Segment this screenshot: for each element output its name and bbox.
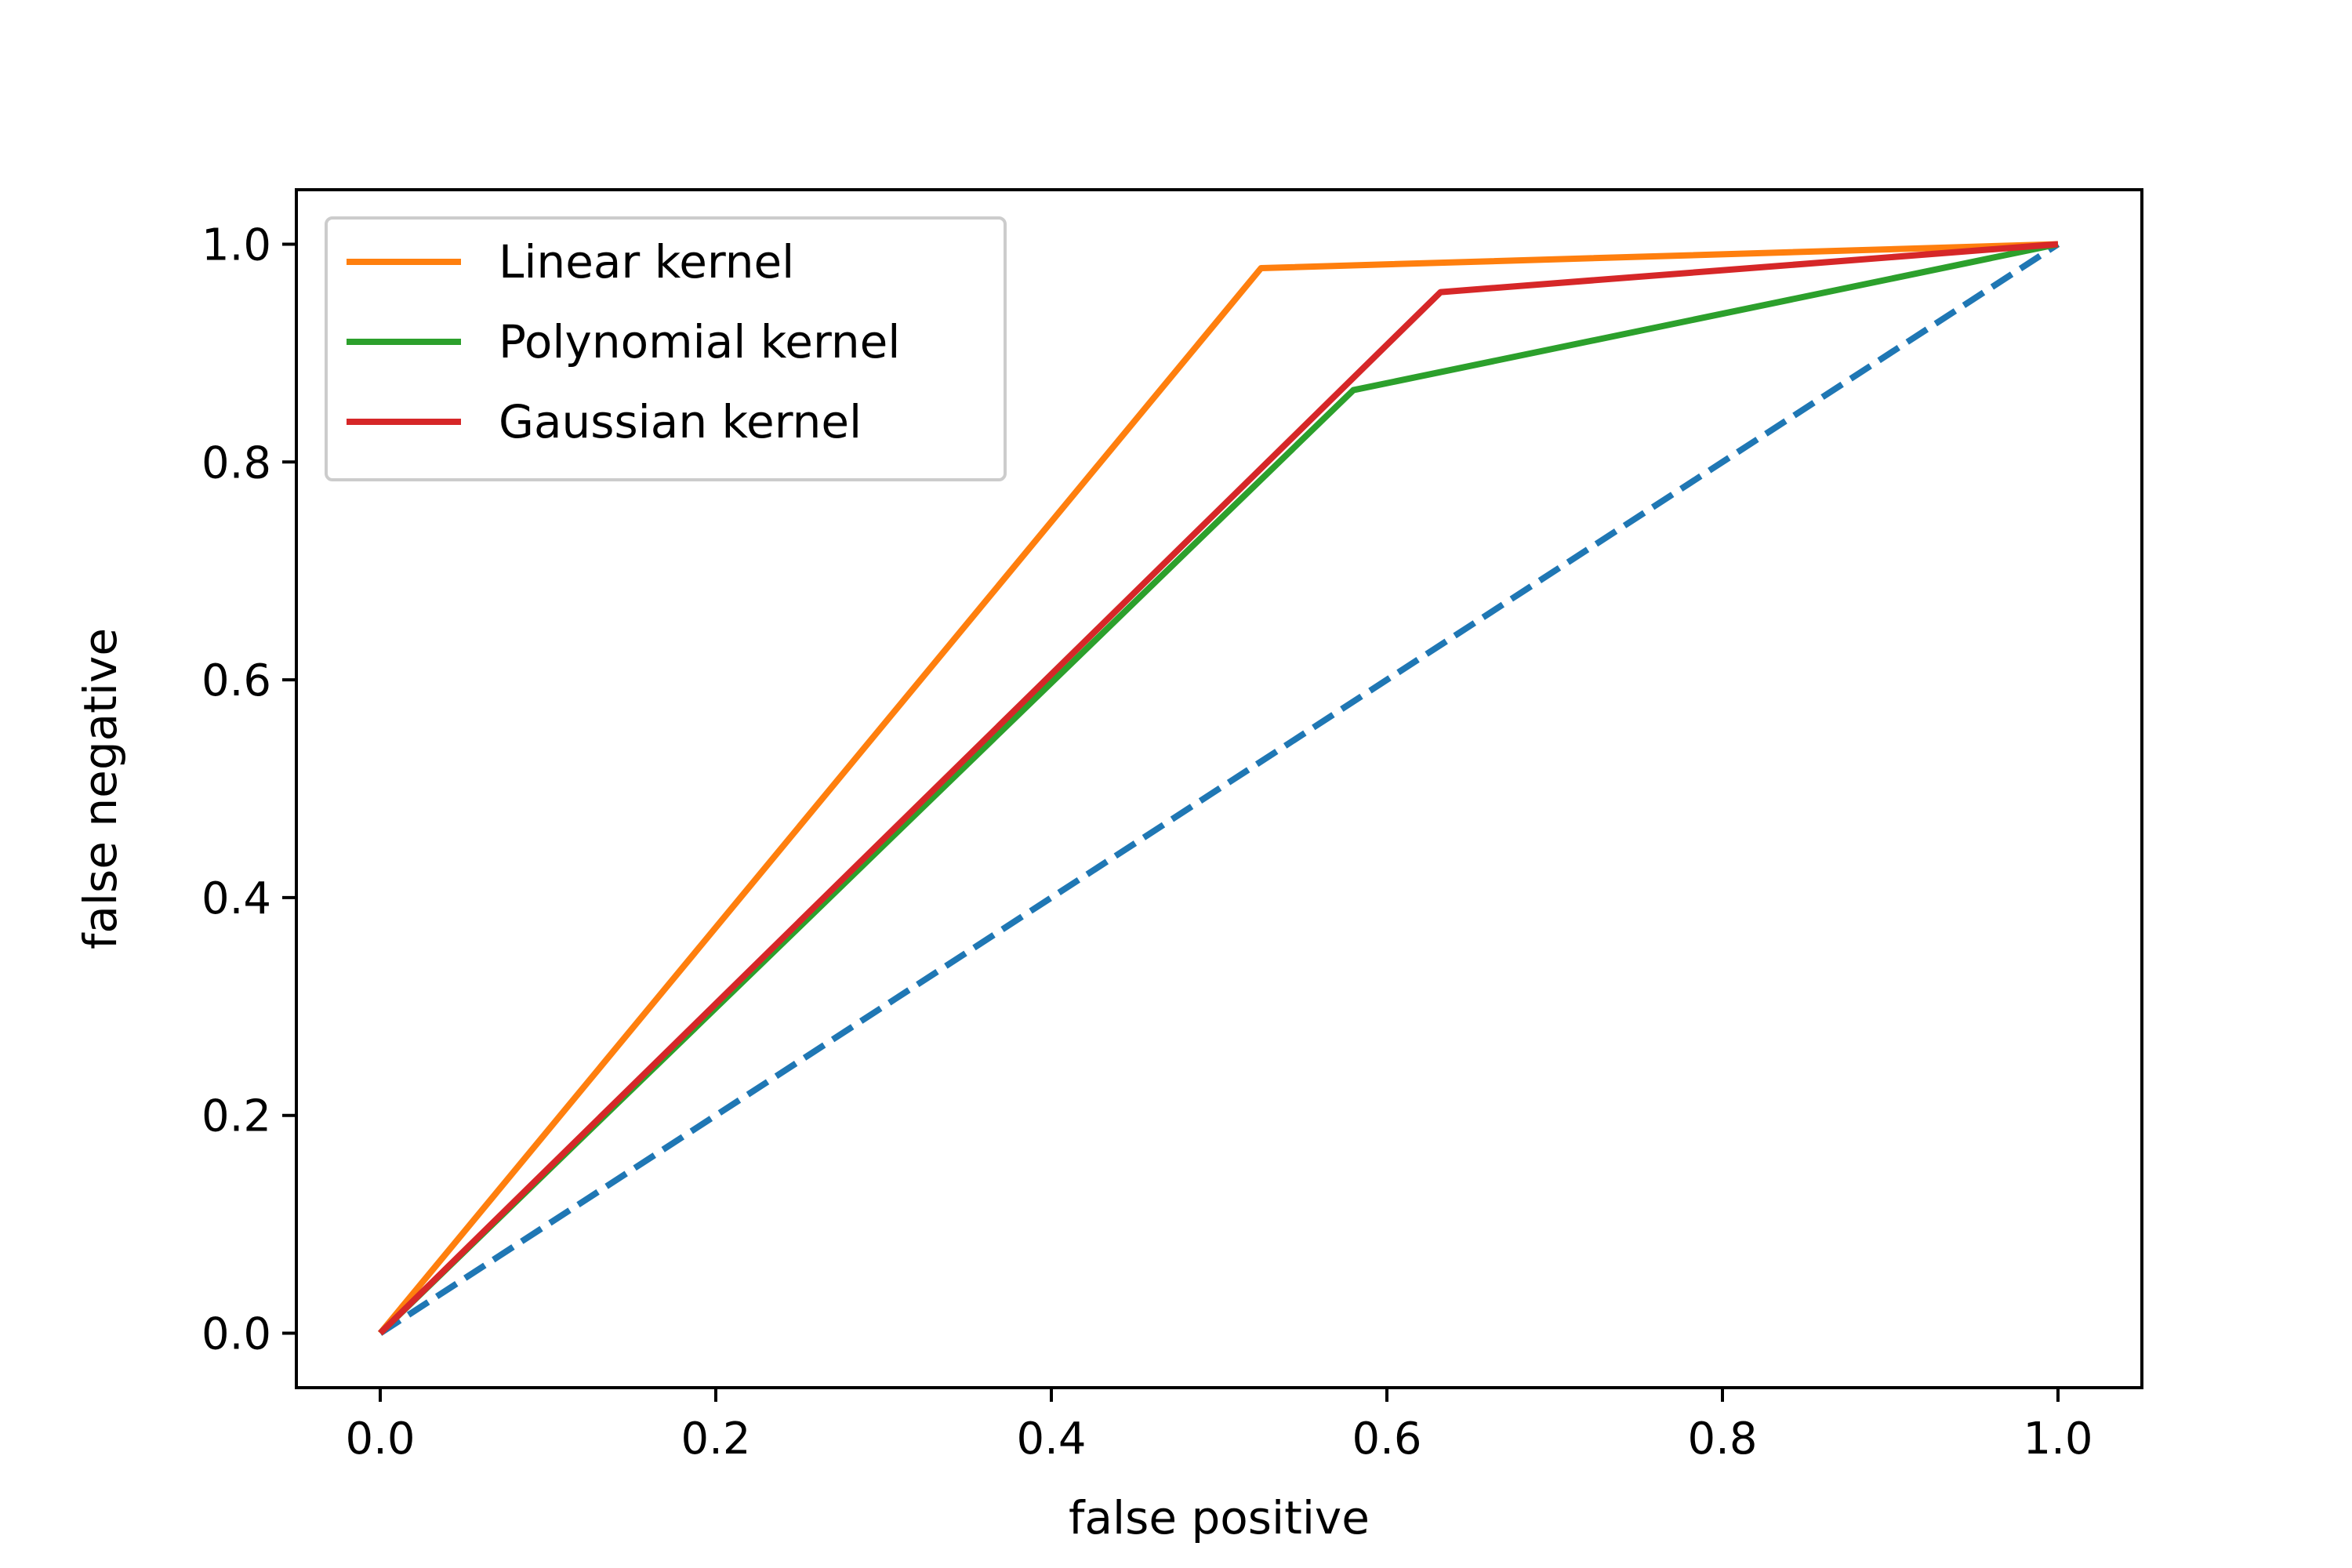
x-axis-ticks: 0.0 0.2 0.4 0.6 0.8 1.0 bbox=[345, 1388, 2093, 1465]
legend-label: Gaussian kernel bbox=[499, 395, 862, 448]
y-tick-label: 0.4 bbox=[201, 873, 271, 924]
y-tick-label: 0.0 bbox=[201, 1309, 271, 1360]
y-tick-label: 0.6 bbox=[201, 655, 271, 706]
x-tick-label: 0.6 bbox=[1352, 1414, 1421, 1465]
x-tick-label: 0.2 bbox=[681, 1414, 750, 1465]
legend: Linear kernel Polynomial kernel Gaussian k… bbox=[325, 216, 1007, 481]
y-tick-label: 0.2 bbox=[201, 1091, 271, 1142]
x-tick-label: 0.8 bbox=[1687, 1414, 1757, 1465]
y-tick-label: 1.0 bbox=[201, 220, 271, 270]
x-axis-label: false positive bbox=[1069, 1491, 1370, 1544]
y-axis-label: false negative bbox=[74, 628, 127, 949]
y-axis-ticks: 0.0 0.2 0.4 0.6 0.8 1.0 bbox=[201, 220, 296, 1360]
series-line-diagonal bbox=[378, 241, 2060, 1336]
x-tick-label: 1.0 bbox=[2023, 1414, 2092, 1465]
series-line-gaussian-kernel bbox=[378, 241, 2059, 1336]
legend-label: Polynomial kernel bbox=[499, 315, 900, 368]
legend-box bbox=[325, 216, 1007, 481]
series-line-linear-kernel bbox=[377, 241, 2059, 1336]
x-tick-label: 0.4 bbox=[1016, 1414, 1086, 1465]
axes-frame bbox=[295, 188, 2143, 1389]
y-tick-label: 0.8 bbox=[201, 437, 271, 488]
legend-label: Linear kernel bbox=[499, 235, 794, 289]
x-tick-label: 0.0 bbox=[345, 1414, 415, 1465]
series-layer bbox=[377, 241, 2060, 1336]
